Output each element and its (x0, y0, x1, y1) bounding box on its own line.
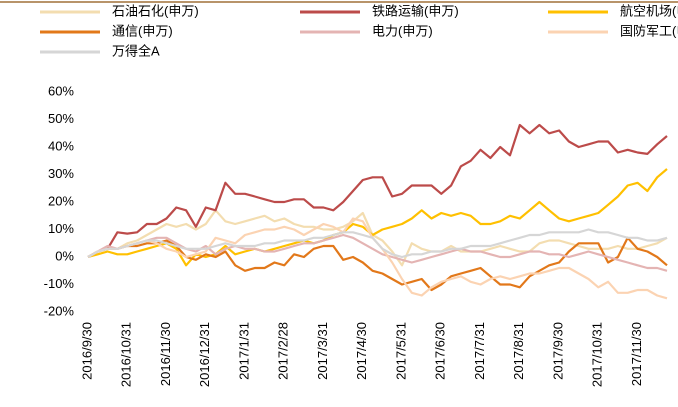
x-tick-label: 2017/3/31 (315, 322, 330, 380)
legend-label: 国防军工(申万) (620, 23, 678, 38)
series-line (87, 123, 668, 258)
x-tick-label: 2016/12/31 (197, 322, 212, 387)
y-tick-label: 0% (55, 248, 74, 263)
series-line (87, 168, 668, 267)
x-tick-label: 2017/6/30 (433, 322, 448, 380)
x-tick-label: 2017/4/30 (354, 322, 369, 380)
y-tick-label: 50% (48, 111, 74, 126)
y-tick-label: 20% (48, 193, 74, 208)
x-tick-label: 2017/7/31 (472, 322, 487, 380)
x-tick-label: 2016/10/31 (119, 322, 134, 387)
x-tick-label: 2017/5/31 (393, 322, 408, 380)
y-tick-label: 60% (48, 83, 74, 98)
y-tick-label: 30% (48, 166, 74, 181)
x-tick-label: 2017/10/31 (590, 322, 605, 387)
x-tick-label: 2017/11/30 (629, 322, 644, 386)
x-tick-label: 2017/1/31 (236, 322, 251, 380)
x-tick-label: 2016/11/30 (158, 322, 173, 386)
y-tick-label: 10% (48, 221, 74, 236)
x-tick-label: 2017/2/28 (276, 322, 291, 380)
series-line (87, 217, 668, 300)
series-line (87, 228, 668, 259)
x-tick-label: 2017/8/31 (511, 322, 526, 380)
x-tick-label: 2016/9/30 (79, 322, 94, 380)
y-tick-label: 40% (48, 138, 74, 153)
legend-label: 万得全A (112, 43, 160, 58)
legend-label: 通信(申万) (112, 23, 173, 38)
legend-label: 铁路运输(申万) (372, 3, 459, 18)
series-line (87, 209, 668, 267)
legend-label: 石油石化(申万) (112, 3, 199, 18)
legend-label: 航空机场(申万) (620, 3, 678, 18)
series-line (87, 233, 668, 272)
y-tick-label: -20% (44, 303, 75, 318)
x-tick-label: 2017/9/30 (550, 322, 565, 380)
y-tick-label: -10% (44, 276, 75, 291)
legend-label: 电力(申万) (372, 23, 433, 38)
